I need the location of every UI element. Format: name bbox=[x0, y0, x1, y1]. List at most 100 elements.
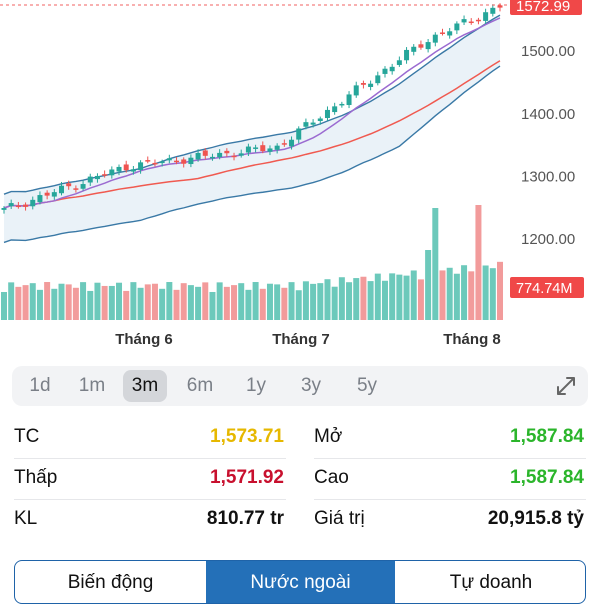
candle-body bbox=[404, 49, 410, 61]
candle-body bbox=[447, 31, 453, 36]
timeframe-1m[interactable]: 1m bbox=[78, 375, 106, 396]
volume-bar bbox=[216, 282, 223, 320]
volume-bar bbox=[36, 289, 43, 320]
volume-label: KL bbox=[14, 508, 38, 529]
candle-body bbox=[94, 175, 100, 180]
volume-bar bbox=[353, 278, 360, 320]
candle-body bbox=[80, 184, 86, 189]
volume-bar bbox=[482, 265, 489, 320]
low-value: 1,571.92 bbox=[210, 467, 284, 488]
candle-body bbox=[382, 68, 388, 74]
candle-body bbox=[59, 185, 65, 194]
volume-bar bbox=[187, 285, 194, 320]
stats-row-1: TC 1,573.71 Mở 1,587.84 bbox=[0, 418, 600, 458]
volume-bar bbox=[324, 279, 331, 320]
timeframe-6m[interactable]: 6m bbox=[186, 375, 214, 396]
volume-bar bbox=[44, 282, 51, 320]
volume-bar bbox=[403, 275, 410, 320]
volume-bar bbox=[144, 284, 151, 320]
timeframe-1d[interactable]: 1d bbox=[29, 375, 51, 396]
candle-body bbox=[418, 44, 424, 48]
timeframe-3m[interactable]: 3m bbox=[123, 370, 167, 402]
y-axis-tick-label: 1200.00 bbox=[521, 231, 575, 248]
low-label: Thấp bbox=[14, 467, 58, 488]
volume-value: 810.77 tr bbox=[206, 508, 284, 529]
volume-bar bbox=[195, 286, 202, 320]
volume-bar bbox=[180, 283, 187, 320]
volume-tag bbox=[510, 277, 584, 298]
timeframe-3y[interactable]: 3y bbox=[300, 375, 322, 396]
candle-body bbox=[123, 164, 129, 171]
tab-nuoc-ngoai[interactable]: Nước ngoài bbox=[206, 561, 395, 603]
volume-bar bbox=[461, 265, 468, 320]
trade-value-value: 20,915.8 tỷ bbox=[487, 508, 584, 529]
volume-bar bbox=[331, 286, 338, 320]
volume-bar bbox=[238, 283, 245, 320]
candle-body bbox=[174, 160, 180, 163]
y-axis-tick-label: 1400.00 bbox=[521, 106, 575, 123]
candle-body bbox=[23, 204, 29, 207]
volume-bar bbox=[223, 286, 230, 320]
candle-body bbox=[159, 161, 165, 164]
timeframe-1y[interactable]: 1y bbox=[245, 375, 267, 396]
volume-bar bbox=[130, 282, 137, 320]
candle-body bbox=[468, 21, 474, 24]
volume-bar bbox=[360, 276, 367, 320]
open-value: 1,587.84 bbox=[510, 426, 584, 447]
volume-bar bbox=[209, 291, 216, 320]
divider bbox=[314, 499, 586, 500]
candle-body bbox=[231, 155, 237, 158]
candle-body bbox=[454, 23, 460, 31]
volume-bar bbox=[252, 282, 259, 320]
x-axis-month-label: Tháng 7 bbox=[272, 331, 330, 348]
price-chart[interactable]: 1500.00 1400.00 1300.00 1200.00 1572.99 774.7… bbox=[0, 0, 600, 360]
candle-body bbox=[245, 146, 251, 153]
candle-body bbox=[260, 145, 266, 152]
volume-bar bbox=[166, 282, 173, 320]
volume-bar bbox=[87, 290, 94, 320]
trade-value-label: Giá trị bbox=[314, 508, 365, 529]
candle-body bbox=[439, 32, 445, 34]
volume-bar bbox=[396, 274, 403, 320]
candle-body bbox=[152, 162, 158, 165]
tab-bien-dong[interactable]: Biến động bbox=[67, 572, 154, 593]
volume-bar bbox=[346, 282, 353, 320]
volume-bar bbox=[497, 261, 503, 320]
candle-body bbox=[224, 150, 230, 154]
candle-body bbox=[66, 183, 72, 187]
candle-body bbox=[87, 176, 93, 183]
candle-body bbox=[209, 156, 215, 159]
tc-value: 1,573.71 bbox=[210, 426, 284, 447]
volume-bar bbox=[417, 279, 424, 320]
candle-body bbox=[389, 66, 395, 72]
expand-arrows-icon[interactable] bbox=[554, 374, 578, 398]
volume-bar bbox=[245, 289, 252, 320]
candle-body bbox=[310, 122, 316, 125]
tab-tu-doanh[interactable]: Tự doanh bbox=[449, 572, 533, 593]
moving-average-slow-line bbox=[3, 60, 501, 209]
volume-bar bbox=[173, 289, 180, 320]
timeframe-5y[interactable]: 5y bbox=[356, 375, 378, 396]
candle-body bbox=[281, 143, 287, 145]
divider bbox=[314, 458, 586, 459]
bollinger-band-fill bbox=[4, 15, 500, 243]
volume-bar bbox=[108, 285, 115, 320]
volume-tag-label: 774.74M bbox=[516, 281, 572, 297]
volume-bar bbox=[489, 268, 496, 320]
volume-bar bbox=[80, 282, 87, 320]
volume-bar bbox=[29, 283, 36, 320]
volume-bar bbox=[310, 283, 317, 320]
candle-body bbox=[411, 46, 417, 52]
candle-body bbox=[497, 5, 503, 8]
volume-bar bbox=[1, 292, 7, 320]
volume-bar bbox=[116, 282, 123, 320]
price-tag bbox=[510, 0, 582, 15]
candle-body bbox=[44, 192, 50, 196]
volume-bar bbox=[151, 283, 158, 320]
candle-body bbox=[432, 34, 438, 43]
candle-body bbox=[461, 19, 467, 23]
volume-bar bbox=[302, 281, 309, 320]
volume-bar bbox=[338, 277, 345, 320]
volume-bar bbox=[274, 284, 281, 320]
candle-body bbox=[274, 145, 280, 150]
